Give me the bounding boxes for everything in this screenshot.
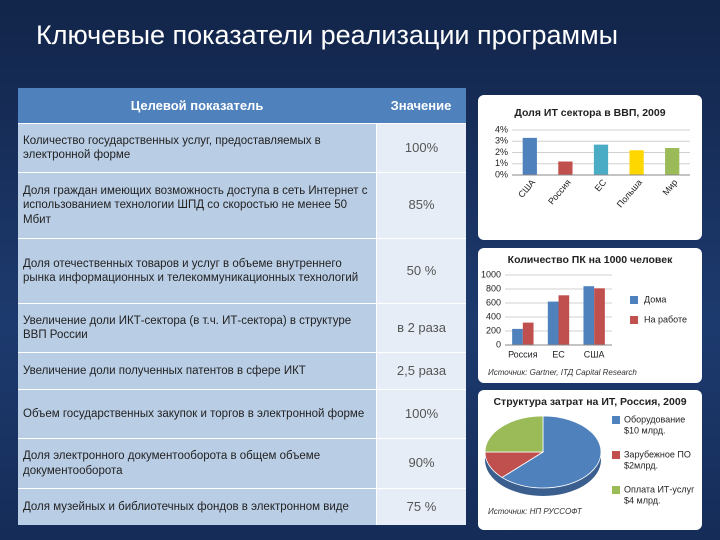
indicator-cell: Доля музейных и библиотечных фондов в эл… xyxy=(18,488,376,525)
value-label: $4 млрд. xyxy=(624,495,661,505)
value-cell: 75 % xyxy=(376,488,466,525)
legend-label: На работе xyxy=(644,314,687,324)
x-tick-label: Россия xyxy=(508,349,538,359)
slide-title: Ключевые показатели реализации программы xyxy=(36,20,619,50)
legend-label: Зарубежное ПО xyxy=(624,449,691,459)
indicator-cell: Доля отечественных товаров и услуг в объ… xyxy=(18,238,376,303)
indicator-cell: Доля электронного документооборота в общ… xyxy=(18,438,376,488)
source-note: Источник: Gartner, IТД Capital Research xyxy=(488,368,637,377)
chart-title: Структура затрат на ИТ, Россия, 2009 xyxy=(493,396,686,408)
y-tick-label: 3% xyxy=(495,136,508,146)
y-tick-label: 1000 xyxy=(481,269,501,279)
source-note: Источник: НП РУССОФТ xyxy=(488,507,583,516)
chart-title: Количество ПК на 1000 человек xyxy=(508,254,673,266)
legend-label: Дома xyxy=(644,294,666,304)
x-tick-label: США xyxy=(584,349,605,359)
indicator-cell: Объем государственных закупок и торгов в… xyxy=(18,389,376,438)
header-cell: Значение xyxy=(376,88,466,123)
y-tick-label: 800 xyxy=(486,283,501,293)
legend-swatch xyxy=(612,451,620,459)
legend-label: Оборудование xyxy=(624,414,685,424)
chart-panel xyxy=(478,95,702,240)
bar xyxy=(558,161,573,175)
y-tick-label: 0 xyxy=(496,339,501,349)
pie-slice xyxy=(501,415,602,489)
pie-slice xyxy=(484,415,544,453)
legend-label: Оплата ИТ-услуг xyxy=(624,484,695,494)
bar xyxy=(583,286,595,345)
y-tick-label: 400 xyxy=(486,311,501,321)
header-cell: Целевой показатель xyxy=(18,88,376,123)
value-label: $2млрд. xyxy=(624,460,658,470)
value-cell: в 2 раза xyxy=(376,303,466,352)
y-tick-label: 200 xyxy=(486,325,501,335)
legend-swatch xyxy=(612,486,620,494)
bar xyxy=(522,137,537,175)
value-cell: 85% xyxy=(376,172,466,238)
legend-swatch xyxy=(630,316,638,324)
bar xyxy=(629,150,644,175)
value-label: $10 млрд. xyxy=(624,425,666,435)
legend-swatch xyxy=(612,416,620,424)
value-cell: 100% xyxy=(376,123,466,172)
table: Целевой показатель Значение Количество г… xyxy=(18,88,466,525)
value-cell: 2,5 раза xyxy=(376,352,466,389)
bar xyxy=(558,295,570,345)
indicator-cell: Увеличение доли полученных патентов в сф… xyxy=(18,352,376,389)
indicator-cell: Количество государственных услуг, предос… xyxy=(18,123,376,172)
y-tick-label: 4% xyxy=(495,124,508,134)
value-cell: 50 % xyxy=(376,238,466,303)
bar xyxy=(665,148,680,175)
bar xyxy=(547,301,559,345)
bar xyxy=(594,288,605,345)
x-tick-label: ЕС xyxy=(552,349,565,359)
value-cell: 90% xyxy=(376,438,466,488)
chart-title: Доля ИТ сектора в ВВП, 2009 xyxy=(514,107,665,119)
value-cell: 100% xyxy=(376,389,466,438)
y-tick-label: 1% xyxy=(495,158,508,168)
bar xyxy=(522,322,534,345)
legend-swatch xyxy=(630,296,638,304)
y-tick-label: 2% xyxy=(495,147,508,157)
bar xyxy=(593,144,609,175)
indicator-cell: Увеличение доли ИКТ-сектора (в т.ч. ИТ-с… xyxy=(18,303,376,352)
bar xyxy=(512,328,523,345)
indicator-cell: Доля граждан имеющих возможность доступа… xyxy=(18,172,376,238)
y-tick-label: 600 xyxy=(486,297,501,307)
y-tick-label: 0% xyxy=(495,169,508,179)
